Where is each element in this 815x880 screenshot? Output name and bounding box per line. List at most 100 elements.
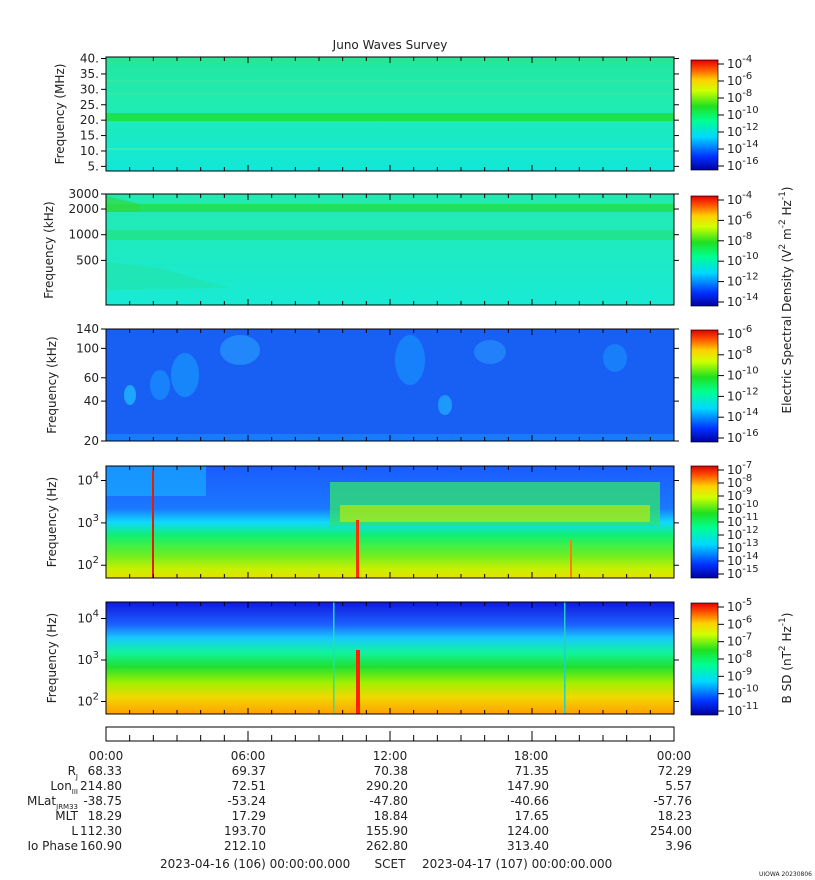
- ephemeris-value: -53.24: [227, 794, 266, 808]
- ephemeris-value: 69.37: [232, 764, 266, 778]
- colorbar-tick-label: 10-15: [727, 564, 759, 581]
- ephemeris-value: 18.29: [88, 809, 122, 823]
- ephemeris-value: 254.00: [650, 824, 692, 838]
- time-axis-ticks: [105, 731, 675, 741]
- y-tick-label: 2000: [68, 202, 99, 216]
- ephemeris-value: 124.00: [507, 824, 549, 838]
- ephemeris-row-label: LonIII: [50, 779, 78, 796]
- colorbar-tick-label: 10-8: [727, 231, 752, 248]
- y-tick-label: 140: [76, 322, 99, 336]
- panel-2-band-1000khz: [106, 230, 674, 240]
- ephemeris-value: -47.80: [369, 794, 408, 808]
- ephemeris-value: 71.35: [515, 764, 549, 778]
- y-tick-label: 60: [84, 371, 99, 385]
- y-tick-label: 103: [77, 513, 99, 530]
- ephemeris-value: 112.30: [80, 824, 122, 838]
- time-tick-label: 00:00: [89, 749, 124, 763]
- y-tick-label: 40.: [80, 52, 99, 66]
- time-tick-label: 18:00: [514, 749, 549, 763]
- ephemeris-value: 212.10: [224, 839, 266, 853]
- ephemeris-row-label: MLatJRM33: [27, 794, 78, 811]
- colorbar-tick-label: 10-11: [727, 701, 759, 718]
- y-tick-label: 35.: [80, 67, 99, 81]
- colorbar-tick-label: 10-12: [727, 122, 759, 139]
- y-tick-label: 104: [77, 471, 99, 488]
- ephemeris-value: 68.33: [88, 764, 122, 778]
- panel-3-patch: [124, 385, 136, 405]
- y-tick-label: 20.: [80, 113, 99, 127]
- ephemeris-value: 290.20: [366, 779, 408, 793]
- y-tick-label: 104: [77, 609, 99, 626]
- colorbar-labels: Electric Spectral Density (V2 m-2 Hz-1) B…: [778, 186, 794, 703]
- ephemeris-value: 147.90: [507, 779, 549, 793]
- panel-2-band-2000khz: [106, 204, 674, 212]
- colorbar-tick-label: 10-9: [727, 666, 752, 683]
- ephemeris-value: 262.80: [366, 839, 408, 853]
- panel-3-ylabel: Frequency (kHz): [45, 336, 59, 433]
- panel-4-early-emission: [106, 466, 206, 496]
- panel-3-patch: [395, 335, 425, 385]
- y-tick-label: 10.: [80, 144, 99, 158]
- colorbar-tick-label: 10-4: [727, 54, 752, 71]
- colorbar-tick-label: 10-14: [727, 551, 759, 568]
- colorbar-tick-label: 10-7: [727, 632, 752, 649]
- magnetic-colorbar-label: B SD (nT2 Hz-1): [778, 613, 794, 704]
- time-axis: [105, 726, 675, 742]
- panel-3-patch: [220, 335, 260, 365]
- panel-5-spike-red: [356, 650, 360, 714]
- panel-2-ylabel: Frequency (kHz): [42, 201, 56, 298]
- ephemeris-table: 00:00 06:00 12:00 18:00 00:00 RJ 68.33 69.37 70.…: [27, 749, 692, 853]
- panel-3-patch: [438, 395, 452, 415]
- y-tick-label: 102: [77, 692, 99, 709]
- y-tick-label: 30.: [80, 82, 99, 96]
- y-tick-label: 40: [84, 394, 99, 408]
- colorbar-tick-label: 10-10: [727, 366, 759, 383]
- panel-5-y-ticks: 104 103 102: [77, 602, 679, 714]
- ephemeris-value: 72.29: [658, 764, 692, 778]
- colorbar-tick-label: 10-12: [727, 386, 759, 403]
- colorbar-5: [690, 602, 719, 716]
- panel-lfr-low: 104 103 102 Frequency (Hz): [45, 465, 679, 579]
- ephemeris-value: -40.66: [510, 794, 549, 808]
- ephemeris-row-label: L: [71, 824, 78, 838]
- panel-3-patch: [603, 344, 627, 372]
- panel-magnetic: 104 103 102 Frequency (Hz): [45, 601, 679, 715]
- ephemeris-value: 193.70: [224, 824, 266, 838]
- panel-5-ylabel: Frequency (Hz): [45, 613, 59, 704]
- colorbar-tick-label: 10-10: [727, 684, 759, 701]
- panel-3-patch: [474, 340, 506, 364]
- panel-1-band-35mhz: [106, 80, 674, 82]
- colorbar-3: [690, 329, 719, 443]
- panel-3-patch: [171, 353, 199, 397]
- y-tick-label: 25.: [80, 98, 99, 112]
- footer-end-time: 2023-04-17 (107) 00:00:00.000: [422, 857, 612, 871]
- footer-scet-label: SCET: [375, 857, 407, 871]
- colorbar-tick-label: 10-5: [727, 597, 752, 614]
- panel-lfr-high: 140 100 60 40 20 Frequency (kHz): [45, 322, 679, 448]
- colorbar-tick-label: 10-13: [727, 538, 759, 555]
- y-tick-label: 102: [77, 555, 99, 572]
- panel-1-band-21mhz: [106, 113, 674, 121]
- panel-1-ylabel: Frequency (MHz): [53, 64, 67, 165]
- ephemeris-row-label: MLT: [55, 809, 78, 823]
- colorbar-tick-label: 10-10: [727, 105, 759, 122]
- y-tick-label: 100: [76, 341, 99, 355]
- panel-4-y-ticks: 104 103 102: [77, 466, 679, 578]
- colorbar-4: [690, 465, 719, 579]
- panel-1-band-30mhz: [106, 93, 674, 95]
- ephemeris-value: 155.90: [366, 824, 408, 838]
- colorbar-tick-label: 10-12: [727, 272, 759, 289]
- colorbar-tick-label: 10-6: [727, 210, 752, 227]
- colorbar-tick-label: 10-10: [727, 499, 759, 516]
- colorbar-tick-label: 10-8: [727, 649, 752, 666]
- y-tick-label: 103: [77, 650, 99, 667]
- time-tick-label: 00:00: [657, 749, 692, 763]
- y-tick-label: 500: [76, 253, 99, 267]
- y-tick-label: 3000: [68, 187, 99, 201]
- panel-1-y-ticks: 40.35.30. 25.20. 15.10.5.: [80, 52, 679, 173]
- ephemeris-value: 70.38: [374, 764, 408, 778]
- ephemeris-value: 3.96: [665, 839, 692, 853]
- colorbar-tick-label: 10-10: [727, 251, 759, 268]
